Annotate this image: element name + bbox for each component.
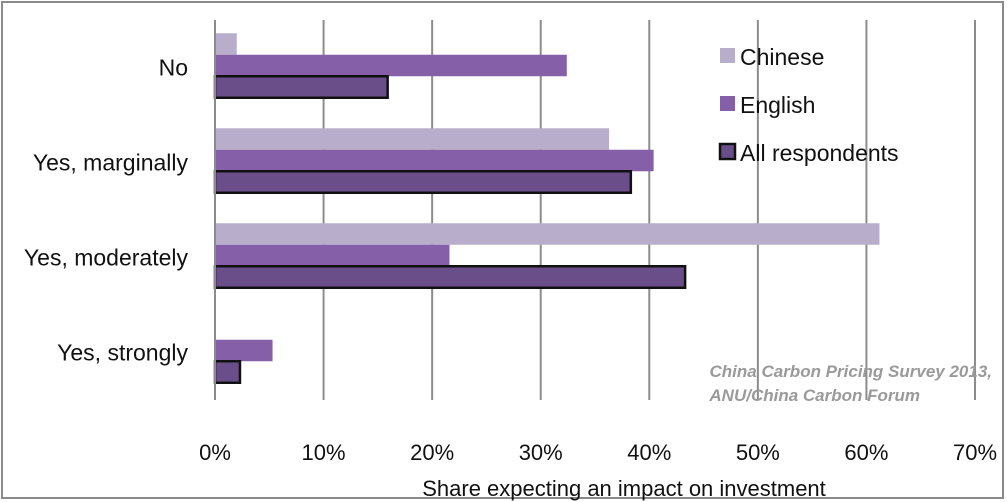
bar <box>215 54 567 77</box>
x-axis-title: Share expecting an impact on investment <box>422 476 826 501</box>
bar <box>215 244 450 267</box>
gridlines <box>322 20 976 400</box>
legend-swatch <box>720 48 735 63</box>
legend-label: Chinese <box>740 44 824 70</box>
x-tick-label: 70% <box>953 440 997 465</box>
source-annotation: China Carbon Pricing Survey 2013, ANU/Ch… <box>708 362 992 405</box>
x-tick-label: 20% <box>410 440 454 465</box>
category-label: No <box>159 55 188 81</box>
legend-label: All respondents <box>740 140 899 166</box>
legend: Chinese English All respondents <box>718 44 899 166</box>
bar <box>215 223 880 245</box>
source-line-1: China Carbon Pricing Survey 2013, <box>710 362 992 381</box>
bar <box>215 33 237 55</box>
x-tick-label: 40% <box>627 440 671 465</box>
x-tick-label: 30% <box>519 440 563 465</box>
category-label: Yes, strongly <box>57 340 188 366</box>
legend-label: English <box>740 92 815 118</box>
bar <box>213 75 389 99</box>
category-label: Yes, moderately <box>24 245 189 271</box>
bar <box>213 360 242 384</box>
category-label: Yes, marginally <box>33 150 189 176</box>
legend-swatch <box>718 142 737 161</box>
x-tick-label: 0% <box>199 440 231 465</box>
x-tick-label: 60% <box>844 440 888 465</box>
legend-swatch <box>720 96 735 111</box>
x-tick-label: 50% <box>736 440 780 465</box>
source-line-2: ANU/China Carbon Forum <box>708 386 920 405</box>
bar <box>213 265 687 289</box>
category-labels: No Yes, marginally Yes, moderately Yes, str… <box>24 55 189 366</box>
x-tick-labels: 0% 10% 20% 30% 40% 50% 60% 70% <box>199 440 997 465</box>
bar <box>215 149 654 172</box>
bar <box>215 339 273 362</box>
bar <box>213 170 633 194</box>
bar <box>215 128 610 150</box>
x-tick-label: 10% <box>302 440 346 465</box>
bars <box>213 33 880 384</box>
